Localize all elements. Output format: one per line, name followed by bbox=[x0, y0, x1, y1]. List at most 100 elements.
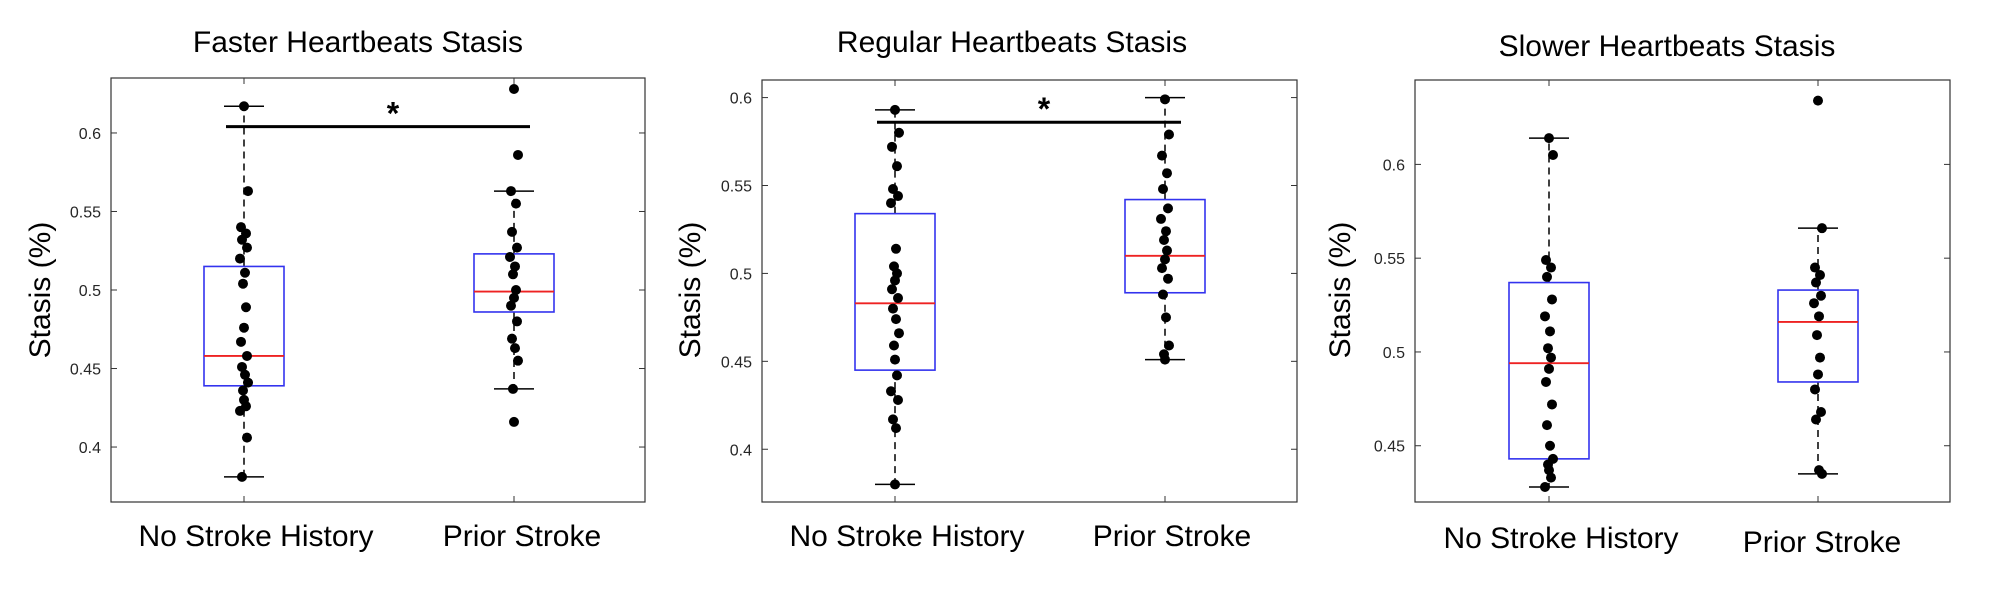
data-point bbox=[894, 328, 904, 339]
data-point bbox=[1161, 226, 1171, 237]
data-point bbox=[1812, 330, 1822, 341]
data-point bbox=[507, 333, 517, 344]
box bbox=[473, 253, 555, 313]
data-point bbox=[1159, 235, 1169, 246]
data-point bbox=[886, 198, 896, 209]
data-point bbox=[888, 184, 898, 195]
data-point bbox=[1162, 245, 1172, 256]
data-point bbox=[1811, 414, 1821, 425]
data-point bbox=[239, 322, 249, 333]
chart-title: Faster Heartbeats Stasis bbox=[193, 26, 523, 59]
y-tick-label: 0.45 bbox=[1374, 439, 1405, 456]
data-point bbox=[510, 261, 520, 272]
x-category-label: No Stroke History bbox=[138, 520, 373, 553]
data-point bbox=[1544, 363, 1554, 374]
data-point bbox=[887, 141, 897, 152]
y-tick-label: 0.4 bbox=[79, 440, 101, 457]
chart-title: Slower Heartbeats Stasis bbox=[1499, 30, 1836, 63]
data-point bbox=[1545, 326, 1555, 337]
y-tick-label: 0.55 bbox=[721, 179, 752, 196]
data-point bbox=[1158, 184, 1168, 195]
x-category-label: No Stroke History bbox=[789, 520, 1024, 553]
data-point bbox=[1544, 133, 1554, 144]
data-point bbox=[893, 293, 903, 304]
data-point bbox=[513, 149, 523, 160]
data-point bbox=[235, 405, 245, 416]
panel-regular-heartbeats: Regular Heartbeats Stasis Stasis (%) No … bbox=[674, 26, 1298, 553]
axes-frame bbox=[761, 79, 1298, 503]
data-point bbox=[1163, 273, 1173, 284]
data-point bbox=[1815, 352, 1825, 363]
data-point bbox=[1813, 95, 1823, 106]
data-point bbox=[1813, 369, 1823, 380]
data-point bbox=[1164, 340, 1174, 351]
data-point bbox=[1161, 312, 1171, 323]
data-point bbox=[237, 234, 247, 245]
data-point bbox=[1544, 465, 1554, 476]
data-point bbox=[511, 198, 521, 209]
data-point bbox=[1816, 290, 1826, 301]
y-axis-label: Stasis (%) bbox=[1324, 222, 1357, 359]
y-tick-label: 0.45 bbox=[70, 362, 101, 379]
y-tick-label: 0.6 bbox=[730, 91, 752, 108]
data-point bbox=[1541, 376, 1551, 387]
x-category-label: Prior Stroke bbox=[1743, 526, 1901, 559]
y-axis-label: Stasis (%) bbox=[24, 222, 57, 359]
data-point bbox=[1540, 481, 1550, 492]
y-tick-label: 0.6 bbox=[1383, 157, 1405, 174]
box-group bbox=[854, 104, 936, 490]
data-point bbox=[890, 479, 900, 490]
y-tick-label: 0.5 bbox=[79, 283, 101, 300]
data-point bbox=[1156, 213, 1166, 224]
data-point bbox=[1543, 343, 1553, 354]
data-point bbox=[240, 267, 250, 278]
data-point bbox=[505, 252, 515, 263]
box bbox=[1777, 289, 1859, 383]
data-point bbox=[242, 432, 252, 443]
data-point bbox=[237, 361, 247, 372]
data-point bbox=[1160, 94, 1170, 105]
data-point bbox=[1815, 270, 1825, 281]
significance-marker: * bbox=[387, 96, 400, 132]
data-point bbox=[1541, 255, 1551, 266]
data-point bbox=[894, 127, 904, 138]
data-point bbox=[1157, 150, 1167, 161]
data-point bbox=[1164, 129, 1174, 140]
data-point bbox=[1546, 262, 1556, 273]
y-tick-label: 0.45 bbox=[721, 354, 752, 371]
data-point bbox=[1545, 440, 1555, 451]
data-point bbox=[1158, 289, 1168, 300]
data-point bbox=[1162, 168, 1172, 179]
box-group bbox=[1124, 94, 1206, 365]
data-point bbox=[241, 302, 251, 313]
data-point bbox=[891, 243, 901, 254]
x-category-label: Prior Stroke bbox=[443, 520, 601, 553]
data-point bbox=[888, 303, 898, 314]
data-point bbox=[892, 370, 902, 381]
y-tick-label: 0.55 bbox=[1374, 251, 1405, 268]
panel-faster-heartbeats: Faster Heartbeats Stasis Stasis (%) No S… bbox=[24, 26, 646, 553]
data-point bbox=[243, 377, 253, 388]
data-point bbox=[1542, 420, 1552, 431]
data-point bbox=[893, 191, 903, 202]
data-point bbox=[238, 385, 248, 396]
data-point bbox=[508, 269, 518, 280]
axes-frame bbox=[110, 77, 646, 503]
data-point bbox=[509, 416, 519, 427]
data-point bbox=[506, 300, 516, 311]
x-category-label: Prior Stroke bbox=[1093, 520, 1251, 553]
box-group bbox=[1508, 133, 1590, 492]
axes-frame bbox=[1414, 79, 1951, 503]
data-point bbox=[513, 355, 523, 366]
box-group bbox=[473, 83, 555, 427]
data-point bbox=[1810, 262, 1820, 273]
data-point bbox=[507, 226, 517, 237]
data-point bbox=[1160, 254, 1170, 265]
data-point bbox=[1809, 298, 1819, 309]
panel-slower-heartbeats: Slower Heartbeats Stasis Stasis (%) No S… bbox=[1324, 30, 1951, 559]
data-point bbox=[1540, 311, 1550, 322]
data-point bbox=[888, 414, 898, 425]
data-point bbox=[1814, 311, 1824, 322]
data-point bbox=[509, 292, 519, 303]
data-point bbox=[509, 83, 519, 94]
